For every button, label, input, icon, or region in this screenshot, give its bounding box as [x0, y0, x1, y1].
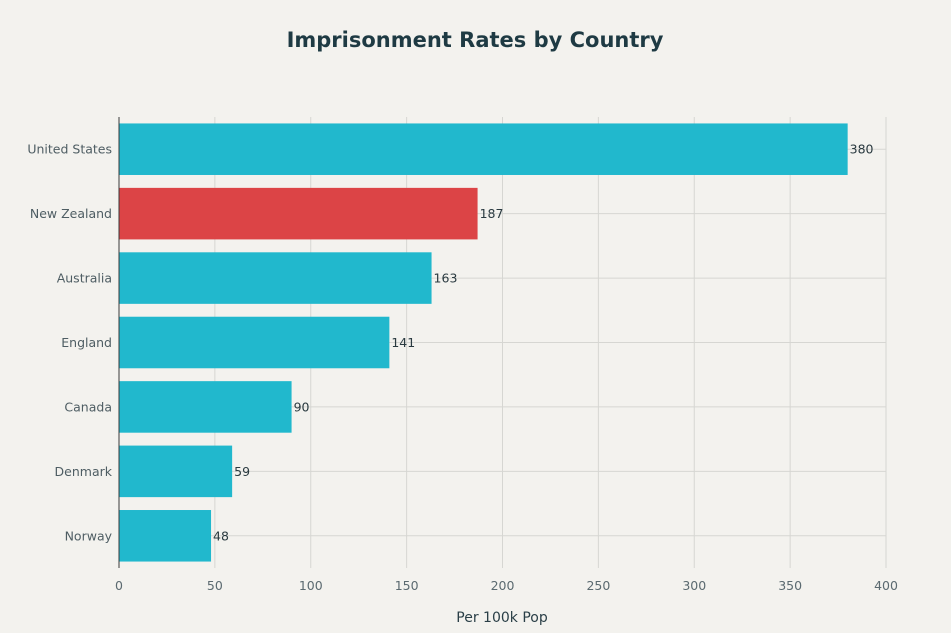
bar-australia — [119, 252, 432, 304]
axes: United States New Zealand Australia England… — [27, 117, 898, 593]
chart-title: Imprisonment Rates by Country — [287, 28, 664, 52]
x-tick-label: 300 — [682, 578, 706, 593]
bar-norway — [119, 510, 212, 562]
x-tick-label: 0 — [115, 578, 123, 593]
x-tick-label: 200 — [491, 578, 515, 593]
data-label-denmark: 59 — [234, 464, 250, 479]
x-tick-label: 100 — [299, 578, 323, 593]
bar-denmark — [119, 445, 233, 498]
y-tick-label-new-zealand: New Zealand — [30, 206, 112, 221]
bar-canada — [119, 381, 292, 433]
bar-england — [119, 316, 390, 369]
x-tick-label: 400 — [874, 578, 898, 593]
data-label-new-zealand: 187 — [480, 206, 504, 221]
y-tick-label-united-states: United States — [27, 142, 112, 157]
y-tick-label-denmark: Denmark — [55, 464, 113, 479]
y-tick-label-australia: Australia — [57, 271, 112, 286]
x-tick-label: 50 — [207, 578, 223, 593]
bar-united-states — [119, 123, 848, 175]
x-tick-label: 250 — [586, 578, 610, 593]
data-label-norway: 48 — [213, 528, 229, 543]
y-tick-label-canada: Canada — [64, 399, 112, 414]
data-label-england: 141 — [391, 335, 415, 350]
bar-new-zealand — [119, 187, 478, 240]
data-label-australia: 163 — [434, 271, 458, 286]
y-tick-label-england: England — [61, 335, 112, 350]
x-tick-label: 350 — [778, 578, 802, 593]
data-label-united-states: 380 — [850, 142, 874, 157]
x-tick-label: 150 — [395, 578, 419, 593]
x-axis-label: Per 100k Pop — [456, 610, 548, 626]
data-label-canada: 90 — [294, 399, 310, 414]
y-tick-label-norway: Norway — [65, 528, 113, 543]
bars: 380 187 163 141 90 59 48 — [119, 123, 874, 562]
